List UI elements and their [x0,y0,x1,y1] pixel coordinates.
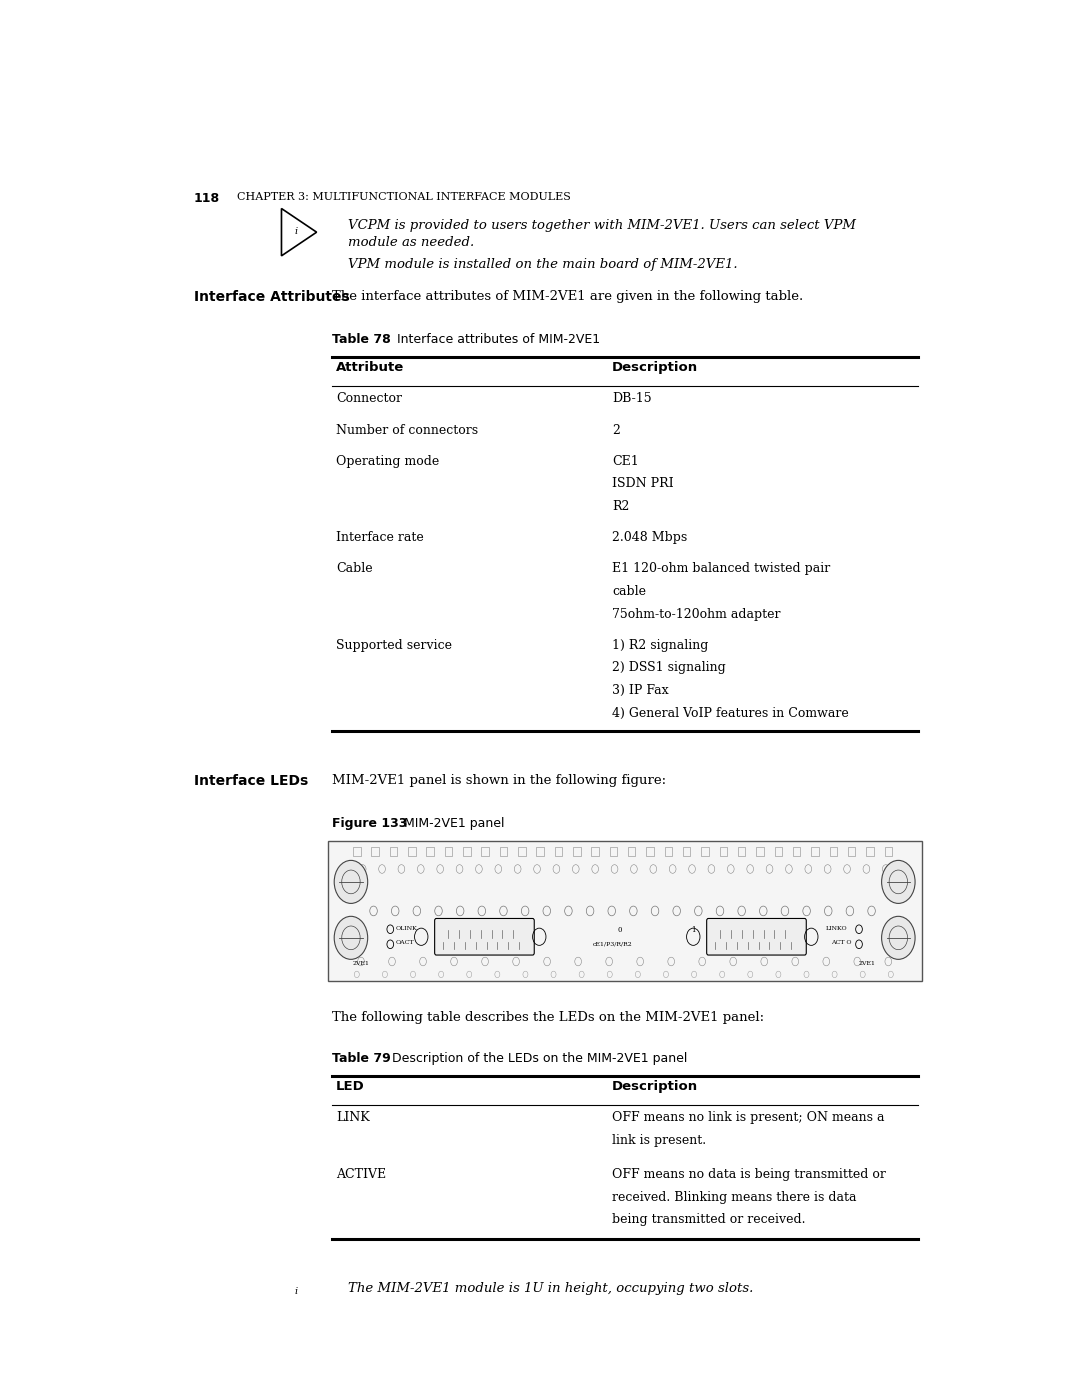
Bar [719,848,727,856]
Text: The following table describes the LEDs on the MIM-2VE1 panel:: The following table describes the LEDs o… [332,1011,764,1024]
Text: Cable: Cable [336,563,373,576]
Bar [829,848,837,856]
FancyBboxPatch shape [434,918,535,956]
Text: ACTIVE: ACTIVE [336,1168,386,1180]
Text: CE1: CE1 [612,455,639,468]
Text: Table 78: Table 78 [332,334,391,346]
Bar [683,848,690,856]
Text: 3) IP Fax: 3) IP Fax [612,685,669,697]
Text: LINK: LINK [336,1111,369,1125]
Text: Figure 133: Figure 133 [332,817,407,830]
Circle shape [334,916,367,960]
Text: 0: 0 [618,926,622,935]
Text: E1 120-ohm balanced twisted pair: E1 120-ohm balanced twisted pair [612,563,831,576]
Text: LINKO: LINKO [825,926,847,930]
Text: VCPM is provided to users together with MIM-2VE1. Users can select VPM: VCPM is provided to users together with … [349,219,856,232]
Bar [390,848,397,856]
Circle shape [881,916,915,960]
Text: Supported service: Supported service [336,638,451,652]
Bar [518,848,526,856]
Text: 2.048 Mbps: 2.048 Mbps [612,531,687,545]
Text: link is present.: link is present. [612,1133,706,1147]
Bar [445,848,453,856]
Text: being transmitted or received.: being transmitted or received. [612,1213,806,1227]
Text: received. Blinking means there is data: received. Blinking means there is data [612,1190,856,1204]
Text: MIM-2VE1 panel: MIM-2VE1 panel [392,817,504,830]
Bar [811,848,819,856]
Text: Operating mode: Operating mode [336,455,440,468]
Text: Connector: Connector [336,393,402,405]
Text: 1: 1 [691,926,697,935]
Bar [609,848,617,856]
Text: Interface rate: Interface rate [336,531,423,545]
Text: Number of connectors: Number of connectors [336,423,478,437]
Bar [573,848,581,856]
Text: 75ohm-to-120ohm adapter: 75ohm-to-120ohm adapter [612,608,781,620]
Text: OACT: OACT [395,940,414,944]
Text: 4) General VoIP features in Comware: 4) General VoIP features in Comware [612,707,849,719]
Text: Interface LEDs: Interface LEDs [193,774,308,788]
Bar [793,848,800,856]
Circle shape [334,861,367,904]
Text: Interface attributes of MIM-2VE1: Interface attributes of MIM-2VE1 [389,334,599,346]
Bar [537,848,544,856]
Bar [866,848,874,856]
Text: Description: Description [612,362,698,374]
Text: module as needed.: module as needed. [349,236,475,250]
Text: The interface attributes of MIM-2VE1 are given in the following table.: The interface attributes of MIM-2VE1 are… [332,291,802,303]
Bar [408,848,416,856]
Bar [500,848,508,856]
Text: ISDN PRI: ISDN PRI [612,478,674,490]
Text: R2: R2 [612,500,630,513]
Text: cE1/P3/R/R2: cE1/P3/R/R2 [593,942,633,946]
Bar [372,848,379,856]
Text: Interface Attributes: Interface Attributes [193,291,349,305]
Bar [664,848,672,856]
Text: Description: Description [612,1080,698,1092]
Text: Attribute: Attribute [336,362,404,374]
Bar [555,848,563,856]
Text: OFF means no data is being transmitted or: OFF means no data is being transmitted o… [612,1168,886,1180]
Bar [482,848,489,856]
Bar [848,848,855,856]
Bar [463,848,471,856]
Text: LED: LED [336,1080,365,1092]
Circle shape [881,861,915,904]
Text: VPM module is installed on the main board of MIM-2VE1.: VPM module is installed on the main boar… [349,258,738,271]
Text: 2VE1: 2VE1 [352,961,369,967]
Text: OLINK: OLINK [395,926,417,930]
Bar [701,848,708,856]
Text: OFF means no link is present; ON means a: OFF means no link is present; ON means a [612,1111,885,1125]
Bar [427,848,434,856]
Text: DB-15: DB-15 [612,393,651,405]
Text: Description of the LEDs on the MIM-2VE1 panel: Description of the LEDs on the MIM-2VE1 … [380,1052,688,1065]
Text: 2VE1: 2VE1 [859,961,876,967]
Text: 118: 118 [193,193,219,205]
Bar [756,848,764,856]
Text: The MIM-2VE1 module is 1U in height, occupying two slots.: The MIM-2VE1 module is 1U in height, occ… [349,1282,754,1295]
Text: i: i [294,1287,297,1296]
Text: Table 79: Table 79 [332,1052,391,1065]
Text: i: i [294,226,297,236]
Text: 2: 2 [612,423,620,437]
Text: cable: cable [612,585,646,598]
FancyBboxPatch shape [327,841,922,981]
Bar [885,848,892,856]
Bar [774,848,782,856]
Text: 1) R2 signaling: 1) R2 signaling [612,638,708,652]
Text: 2) DSS1 signaling: 2) DSS1 signaling [612,661,726,675]
Bar [627,848,635,856]
Text: CHAPTER 3: MULTIFUNCTIONAL INTERFACE MODULES: CHAPTER 3: MULTIFUNCTIONAL INTERFACE MOD… [238,193,571,203]
Bar [738,848,745,856]
Text: ACT O: ACT O [832,940,852,944]
Bar [353,848,361,856]
Bar [646,848,653,856]
FancyBboxPatch shape [706,918,807,956]
Text: MIM-2VE1 panel is shown in the following figure:: MIM-2VE1 panel is shown in the following… [332,774,665,788]
Bar [591,848,598,856]
